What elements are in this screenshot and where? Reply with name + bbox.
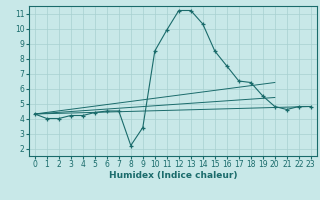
X-axis label: Humidex (Indice chaleur): Humidex (Indice chaleur) — [108, 171, 237, 180]
